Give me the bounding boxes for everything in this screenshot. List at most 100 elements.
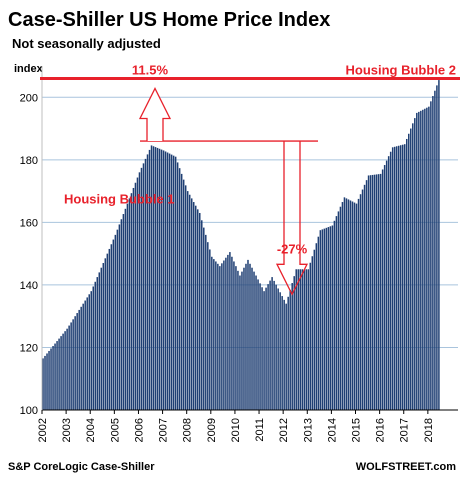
bar xyxy=(307,269,310,410)
bar xyxy=(72,319,74,410)
x-tick-label: 2008 xyxy=(182,418,194,442)
y-tick-label: 140 xyxy=(20,280,38,292)
bar xyxy=(190,198,193,410)
bar xyxy=(178,168,181,410)
bar xyxy=(271,277,273,410)
bar xyxy=(166,152,169,410)
bar xyxy=(247,259,249,410)
bar xyxy=(323,228,326,410)
bar xyxy=(295,269,297,410)
bar xyxy=(66,328,68,410)
bar xyxy=(56,341,58,410)
bar xyxy=(359,194,362,410)
bar xyxy=(269,280,271,410)
bars xyxy=(42,80,440,411)
x-tick-label: 2014 xyxy=(326,418,338,442)
bar xyxy=(369,175,372,410)
bar xyxy=(124,208,127,410)
bar xyxy=(176,162,179,410)
bar xyxy=(420,110,422,410)
bar xyxy=(130,193,133,410)
bar xyxy=(78,309,80,410)
bar xyxy=(74,316,76,410)
bar xyxy=(213,259,215,410)
bar xyxy=(351,201,354,410)
bar xyxy=(68,325,70,410)
bubble2-label: Housing Bubble 2 xyxy=(346,63,457,78)
bar xyxy=(110,244,113,410)
bar xyxy=(215,261,217,410)
axes: 100 120 140 160 180 200 2002 2003 2004 2005 2006 20… xyxy=(20,66,458,442)
x-tick-label: 2011 xyxy=(254,418,266,442)
bar xyxy=(432,96,434,410)
bar xyxy=(162,150,165,410)
x-tick-label: 2009 xyxy=(206,418,218,442)
x-tick-label: 2002 xyxy=(37,418,49,442)
bar xyxy=(152,146,155,410)
bar xyxy=(311,256,314,410)
bar xyxy=(207,242,209,410)
bar xyxy=(108,248,111,410)
bar xyxy=(293,276,295,410)
bar xyxy=(253,271,255,410)
bar xyxy=(383,165,386,410)
bar xyxy=(309,262,312,410)
bar xyxy=(327,227,330,410)
bar xyxy=(217,263,219,410)
bar xyxy=(347,199,350,410)
x-tick-label: 2004 xyxy=(85,418,97,442)
bar xyxy=(361,189,364,410)
bar xyxy=(156,147,159,410)
bar xyxy=(160,149,163,410)
bar xyxy=(84,300,86,410)
bar xyxy=(317,236,320,410)
bar xyxy=(385,160,388,410)
bar xyxy=(229,252,231,410)
bar xyxy=(48,350,50,410)
bar xyxy=(355,203,358,410)
bar xyxy=(104,258,107,410)
bar xyxy=(273,280,275,410)
x-tick-label: 2013 xyxy=(302,418,314,442)
percent-down-label: -27% xyxy=(277,242,308,257)
annotations: 11.5% -27% Housing Bubble 1 Housing Bubble … xyxy=(40,63,460,296)
bar xyxy=(46,353,48,410)
bar xyxy=(205,234,207,410)
bar xyxy=(241,271,243,410)
y-tick-label: 200 xyxy=(20,92,38,104)
bar xyxy=(116,229,119,410)
bar xyxy=(184,185,187,410)
bar xyxy=(428,106,430,411)
bar xyxy=(180,173,183,410)
bar xyxy=(289,289,291,410)
bar xyxy=(142,163,145,410)
bar xyxy=(325,227,328,410)
bar xyxy=(172,155,175,410)
bar xyxy=(319,230,322,410)
bar xyxy=(76,313,78,410)
bar xyxy=(132,187,135,410)
bar xyxy=(134,182,137,410)
bar xyxy=(102,263,105,410)
bar xyxy=(363,184,366,410)
bar xyxy=(430,101,432,410)
bar xyxy=(321,229,324,410)
bar xyxy=(122,214,125,410)
bar xyxy=(343,197,346,410)
x-tick-label: 2015 xyxy=(351,418,363,442)
bar xyxy=(146,154,149,410)
bar xyxy=(86,297,88,410)
bar xyxy=(196,209,199,410)
bar xyxy=(174,156,177,410)
bar xyxy=(426,107,428,411)
bar xyxy=(438,80,440,410)
bar xyxy=(44,355,46,410)
bar xyxy=(98,272,101,410)
bar xyxy=(168,153,171,410)
bar xyxy=(414,118,416,410)
bar xyxy=(434,90,436,411)
bar xyxy=(367,175,370,410)
arrow-up-icon xyxy=(138,87,172,142)
bar xyxy=(303,269,306,410)
